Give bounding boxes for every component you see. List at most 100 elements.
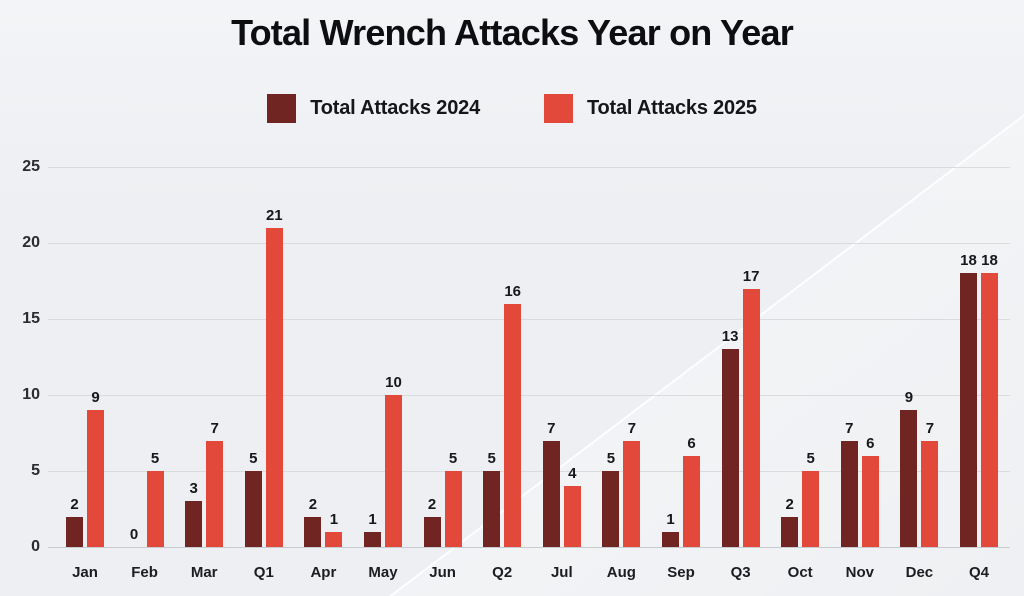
y-axis-tick-label: 5 [31,462,40,479]
x-axis-category-label: Q3 [730,564,751,581]
x-axis-category-label: Jan [72,564,98,581]
bar-2024 [542,441,560,547]
bar-2025 [861,456,879,547]
bar-value-label: 0 [129,526,139,543]
bar-value-label: 7 [925,420,935,437]
x-axis-category-label: Feb [131,564,158,581]
bar-value-label: 18 [981,252,998,269]
bar-2024 [423,517,441,547]
bar-2024 [840,441,858,547]
bar-2025 [265,228,283,547]
x-axis-baseline [48,547,1010,548]
bar-value-label: 7 [845,420,854,437]
plot-area: 0 5 10 15 20 25 2 9 Jan 0 5 Feb 3 7 Mar 5 21 Q1 2 1 Apr 1 10 Ma… [22,158,1010,581]
bar-2025 [563,486,581,547]
gridline [48,395,1010,396]
bar-2025 [146,471,164,547]
legend-item-2025: Total Attacks 2025 [544,94,757,123]
bar-2024 [66,517,83,547]
bar-value-label: 2 [785,496,794,513]
bar-2025 [385,395,402,547]
bar-value-label: 6 [866,435,875,452]
x-axis-category-label: Mar [190,564,218,581]
bar-value-label: 5 [249,450,258,467]
y-axis-tick-label: 25 [22,158,40,175]
bar-value-label: 2 [308,496,318,513]
bar-2025 [981,273,998,547]
bar-2025 [325,532,343,547]
bar-2024 [662,532,679,547]
bar-value-label: 5 [806,450,815,467]
legend-label-2024: Total Attacks 2024 [310,97,480,119]
bar-2025 [87,410,104,547]
x-axis-category-label: Q2 [492,564,513,581]
bar-2025 [683,456,700,547]
bar-2024 [483,471,501,547]
bar-2024 [304,517,322,547]
bar-value-label: 13 [721,328,739,345]
bar-value-label: 5 [487,450,496,467]
bar-value-label: 7 [210,420,219,437]
bar-value-label: 5 [606,450,616,467]
bar-2024 [900,410,918,547]
bar-value-label: 5 [150,450,160,467]
bar-value-label: 18 [960,252,977,269]
bar-2025 [623,441,641,547]
bar-2025 [921,441,939,547]
gridline [48,167,1010,168]
bar-value-label: 17 [742,268,760,285]
x-axis-category-label: Q1 [253,564,274,581]
bar-2025 [504,304,522,547]
bar-value-label: 2 [70,496,79,513]
bar-value-label: 1 [666,511,675,528]
bar-value-label: 7 [627,420,637,437]
bar-value-label: 21 [265,207,283,224]
chart-title: Total Wrench Attacks Year on Year [231,12,794,53]
bar-value-label: 4 [568,465,577,482]
x-axis-category-label: Nov [845,564,874,581]
x-axis-category-label: Aug [606,564,636,581]
legend-swatch-2025 [544,94,573,123]
bar-2024 [602,471,620,547]
x-axis-category-label: Dec [905,564,934,581]
bar-2024 [364,532,381,547]
x-axis-category-label: Apr [310,564,337,581]
bar-value-label: 1 [329,511,339,528]
bar-value-label: 9 [904,389,914,406]
bar-value-label: 16 [504,283,522,300]
legend-label-2025: Total Attacks 2025 [587,97,757,119]
bar-value-label: 7 [547,420,556,437]
bar-value-label: 2 [427,496,437,513]
bar-value-label: 10 [385,374,402,391]
bar-2025 [444,471,462,547]
bar-2025 [742,289,760,547]
x-axis-category-label: Q4 [968,564,989,581]
bar-2024 [185,501,203,547]
legend-swatch-2024 [267,94,297,123]
bar-value-label: 3 [189,480,198,497]
bar-2025 [206,441,224,547]
y-axis-tick-label: 20 [22,234,40,251]
x-axis-category-label: Jun [429,564,456,581]
legend-item-2024: Total Attacks 2024 [267,94,480,123]
bar-2024 [244,471,262,547]
gridline [48,243,1010,244]
gridline [48,319,1010,320]
x-axis-category-label: May [368,564,398,581]
bar-value-label: 9 [91,389,100,406]
bar-value-label: 6 [687,435,696,452]
legend: Total Attacks 2024 Total Attacks 2025 [0,94,1024,123]
x-axis-category-label: Oct [787,564,813,581]
bar-2024 [960,273,977,547]
x-axis-category-label: Jul [550,564,573,581]
x-axis-category-label: Sep [667,564,695,581]
bar-value-label: 5 [448,450,458,467]
y-axis-tick-label: 0 [31,538,40,555]
gridline [48,471,1010,472]
y-axis-tick-label: 15 [22,310,40,327]
bar-2024 [781,517,799,547]
bar-2025 [802,471,820,547]
y-axis-tick-label: 10 [22,386,40,403]
bar-2024 [721,349,739,547]
